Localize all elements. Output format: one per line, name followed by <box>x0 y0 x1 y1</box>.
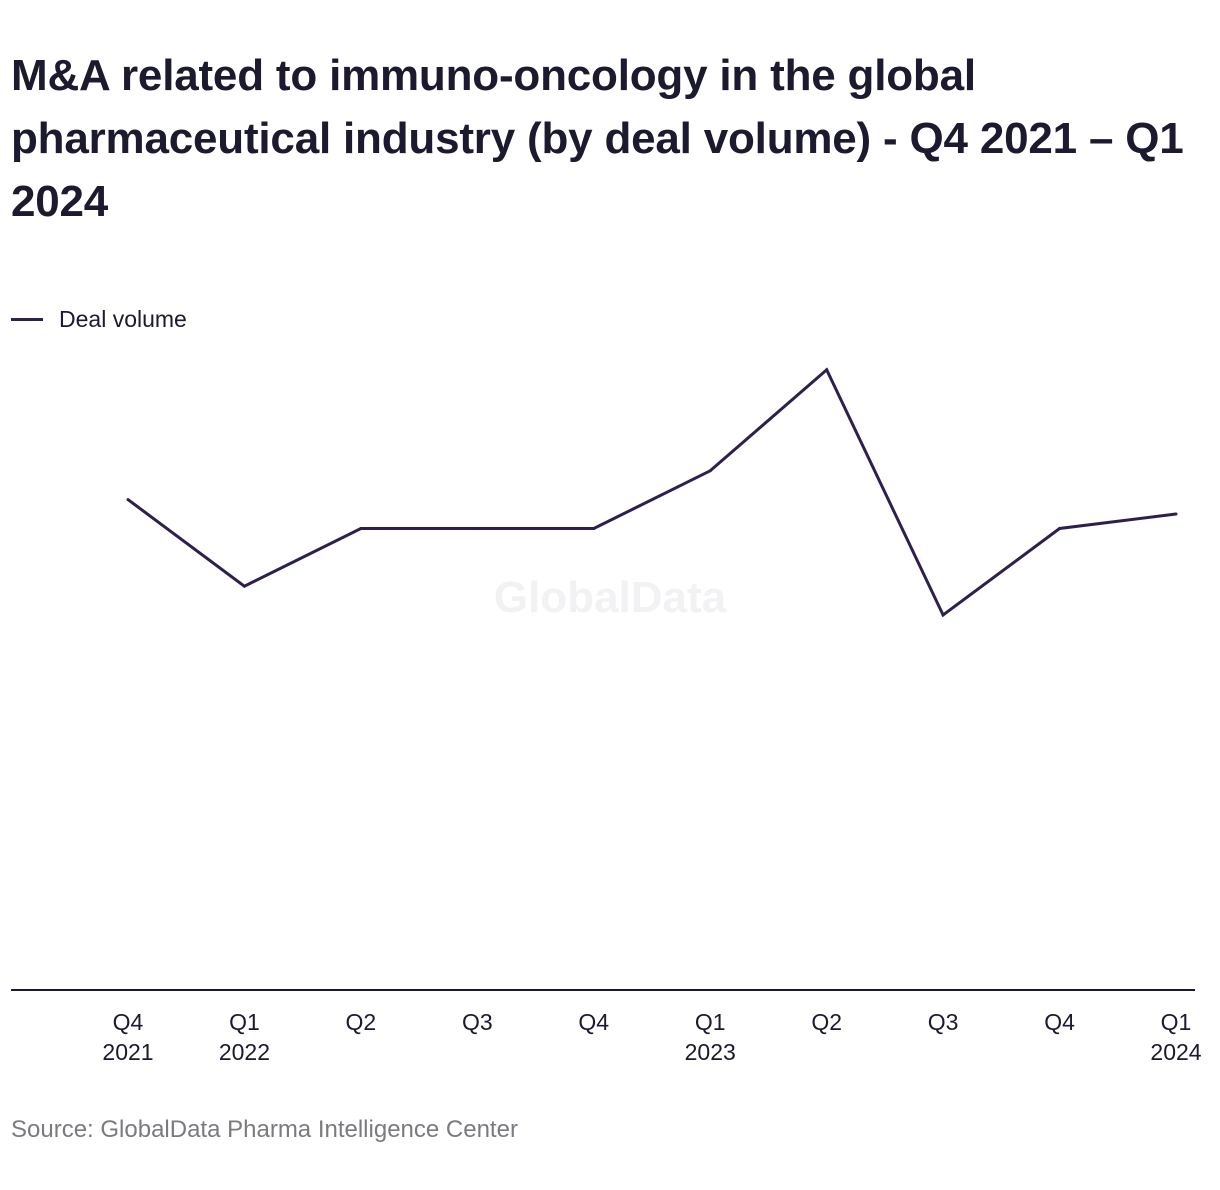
x-tick-label: Q4 2021 <box>102 1009 153 1065</box>
data-point <box>1058 526 1062 530</box>
x-axis-tick-labels: Q4 2021 Q1 2022 Q2 Q3 Q4 Q1 2023 Q2 Q3 Q4 Q1 2024 <box>102 1009 1201 1065</box>
x-tick-label: Q2 <box>811 1009 842 1035</box>
legend-swatch <box>11 318 43 321</box>
x-tick-label: Q1 2022 <box>219 1009 270 1065</box>
x-tick-label: Q3 <box>462 1009 493 1035</box>
x-tick-label: Q1 2024 <box>1150 1009 1201 1065</box>
data-point <box>475 526 479 530</box>
legend: Deal volume <box>11 306 187 333</box>
watermark: GlobalData <box>494 573 727 622</box>
data-point <box>359 526 363 530</box>
x-tick-label: Q2 <box>346 1009 377 1035</box>
x-tick-label: Q4 <box>1044 1009 1075 1035</box>
data-point <box>1174 512 1178 516</box>
x-tick-label: Q1 2023 <box>685 1009 736 1065</box>
chart-title: M&A related to immuno-oncology in the gl… <box>11 51 1184 226</box>
series-line-deal-volume <box>127 367 1177 618</box>
data-point <box>941 613 945 617</box>
x-tick-label: Q3 <box>928 1009 959 1035</box>
data-point <box>126 498 130 502</box>
data-point <box>708 469 712 473</box>
data-point <box>242 584 246 588</box>
legend-label: Deal volume <box>59 306 187 332</box>
series-layer <box>126 367 1178 618</box>
data-point <box>592 526 596 530</box>
data-point <box>825 368 829 372</box>
x-tick-label: Q4 <box>578 1009 609 1035</box>
source-note: Source: GlobalData Pharma Intelligence C… <box>11 1116 518 1143</box>
